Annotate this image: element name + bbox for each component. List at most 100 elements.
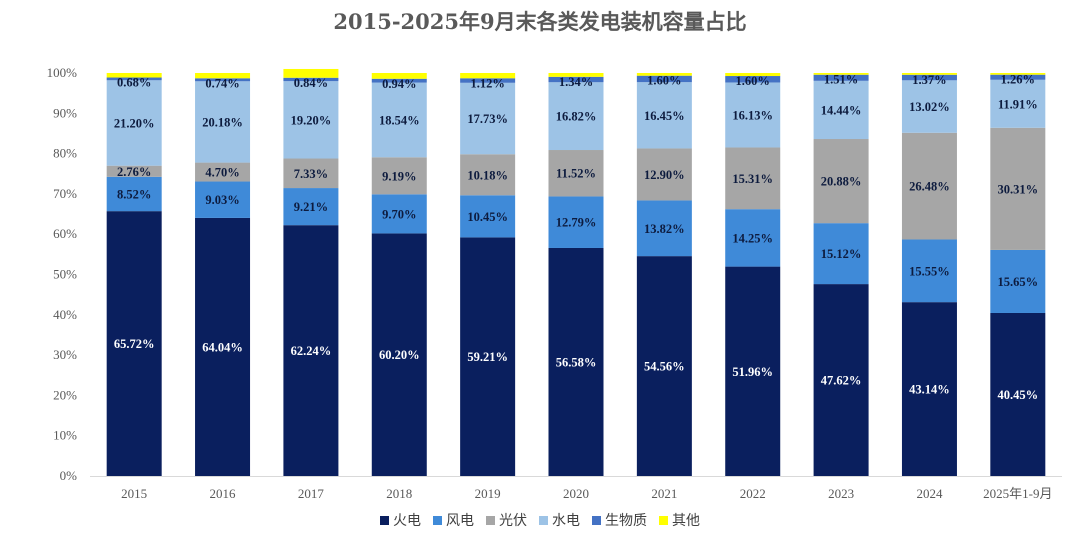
- x-tick-label: 2020: [563, 486, 589, 501]
- legend-item: 风电: [433, 510, 474, 530]
- data-label: 1.51%: [824, 73, 858, 87]
- data-label: 0.84%: [294, 76, 328, 90]
- data-label: 1.26%: [1001, 73, 1035, 87]
- bar-segment-其他: [548, 73, 604, 77]
- data-label: 16.82%: [556, 110, 597, 124]
- bar-segment-光伏: [283, 158, 339, 189]
- bar-segment-其他: [636, 73, 692, 76]
- data-label: 16.13%: [732, 108, 773, 122]
- bar-segment-风电: [901, 239, 957, 303]
- chart-title: 2015-2025年9月末各类发电装机容量占比: [333, 9, 747, 34]
- data-labels: 65.72% 8.52% 2.76% 21.20% 0.68% 64.04% 9.03% 4.…: [114, 73, 1038, 402]
- y-tick-label: 30%: [53, 347, 77, 362]
- data-label: 30.31%: [998, 182, 1039, 196]
- bar-segment-生物质: [195, 78, 251, 82]
- bar-segment-水电: [460, 82, 516, 155]
- data-label: 51.96%: [732, 365, 773, 379]
- bar-segment-光伏: [106, 165, 162, 177]
- y-tick-label: 20%: [53, 387, 77, 402]
- x-tick-label: 2025年1-9月: [983, 486, 1052, 501]
- bar-segment-水电: [990, 79, 1046, 128]
- bar-segment-风电: [990, 249, 1046, 313]
- bar-segment-火电: [990, 312, 1046, 476]
- data-label: 9.21%: [294, 200, 328, 214]
- x-tick-label: 2015: [121, 486, 147, 501]
- data-label: 11.52%: [556, 167, 596, 181]
- data-label: 8.52%: [117, 187, 151, 201]
- legend-label: 光伏: [499, 513, 527, 529]
- bar-segment-风电: [813, 223, 869, 285]
- bar-segment-火电: [195, 217, 251, 476]
- y-tick-label: 70%: [53, 186, 77, 201]
- bar-segment-其他: [813, 73, 869, 75]
- data-label: 15.31%: [732, 172, 773, 186]
- bar-segment-其他: [195, 73, 251, 79]
- data-label: 17.73%: [467, 112, 508, 126]
- data-label: 65.72%: [114, 337, 155, 351]
- bar-segment-水电: [195, 81, 251, 163]
- x-tick-label: 2017: [298, 486, 325, 501]
- x-tick-label: 2016: [210, 486, 237, 501]
- data-label: 10.18%: [467, 168, 508, 182]
- data-label: 62.24%: [291, 344, 332, 358]
- y-tick-label: 90%: [53, 105, 77, 120]
- data-label: 43.14%: [909, 383, 950, 397]
- bar-segment-风电: [548, 196, 604, 248]
- data-label: 4.70%: [205, 166, 239, 180]
- data-label: 15.65%: [998, 275, 1039, 289]
- bar-segment-火电: [460, 237, 516, 476]
- data-label: 14.25%: [732, 231, 773, 245]
- legend-item: 水电: [539, 510, 580, 530]
- x-axis-ticks: 2015 2016 2017 2018 2019 2020 2021 2022 2023 2024…: [121, 486, 1052, 501]
- data-label: 56.58%: [556, 355, 597, 369]
- x-tick-label: 2022: [740, 486, 766, 501]
- legend-item: 生物质: [592, 510, 647, 530]
- data-label: 26.48%: [909, 180, 950, 194]
- data-label: 2.76%: [117, 165, 151, 179]
- data-label: 14.44%: [821, 103, 862, 117]
- bar-segment-光伏: [901, 132, 957, 240]
- data-label: 19.20%: [291, 113, 332, 127]
- data-label: 0.74%: [205, 76, 239, 90]
- bar-segment-其他: [990, 73, 1046, 75]
- bar-segment-其他: [901, 73, 957, 75]
- data-label: 1.37%: [912, 73, 946, 87]
- legend-label: 水电: [552, 513, 580, 529]
- data-label: 12.79%: [556, 216, 597, 230]
- bar-segment-水电: [283, 81, 339, 159]
- bar-segment-生物质: [106, 77, 162, 81]
- bar-segment-生物质: [813, 74, 869, 81]
- bar-segment-光伏: [460, 154, 516, 196]
- data-label: 13.02%: [909, 100, 950, 114]
- y-tick-label: 60%: [53, 226, 77, 241]
- data-label: 1.34%: [559, 75, 593, 89]
- legend-swatch: [433, 515, 442, 525]
- bar-segment-光伏: [636, 148, 692, 201]
- data-label: 47.62%: [821, 374, 862, 388]
- bar-segment-火电: [548, 247, 604, 476]
- bar-segment-光伏: [725, 147, 781, 210]
- data-label: 60.20%: [379, 348, 420, 362]
- bar-segment-风电: [195, 181, 251, 218]
- bar-segment-风电: [636, 200, 692, 257]
- bar-segment-火电: [106, 211, 162, 476]
- bar-segment-火电: [725, 266, 781, 476]
- data-label: 40.45%: [998, 388, 1039, 402]
- data-label: 59.21%: [467, 350, 508, 364]
- data-label: 18.54%: [379, 113, 420, 127]
- bar-segment-风电: [460, 195, 516, 238]
- bar-segment-水电: [813, 80, 869, 140]
- legend: 火电 风电 光伏 水电 生物质 其他: [0, 510, 1080, 530]
- data-label: 16.45%: [644, 109, 685, 123]
- bar-segment-生物质: [460, 78, 516, 83]
- data-label: 1.12%: [470, 76, 504, 90]
- bars: [106, 68, 1046, 476]
- data-label: 21.20%: [114, 116, 155, 130]
- bar-segment-水电: [725, 82, 781, 148]
- bar-segment-风电: [371, 194, 427, 234]
- data-label: 1.60%: [647, 74, 681, 88]
- bar-segment-生物质: [371, 78, 427, 83]
- x-tick-label: 2024: [916, 486, 943, 501]
- data-label: 54.56%: [644, 360, 685, 374]
